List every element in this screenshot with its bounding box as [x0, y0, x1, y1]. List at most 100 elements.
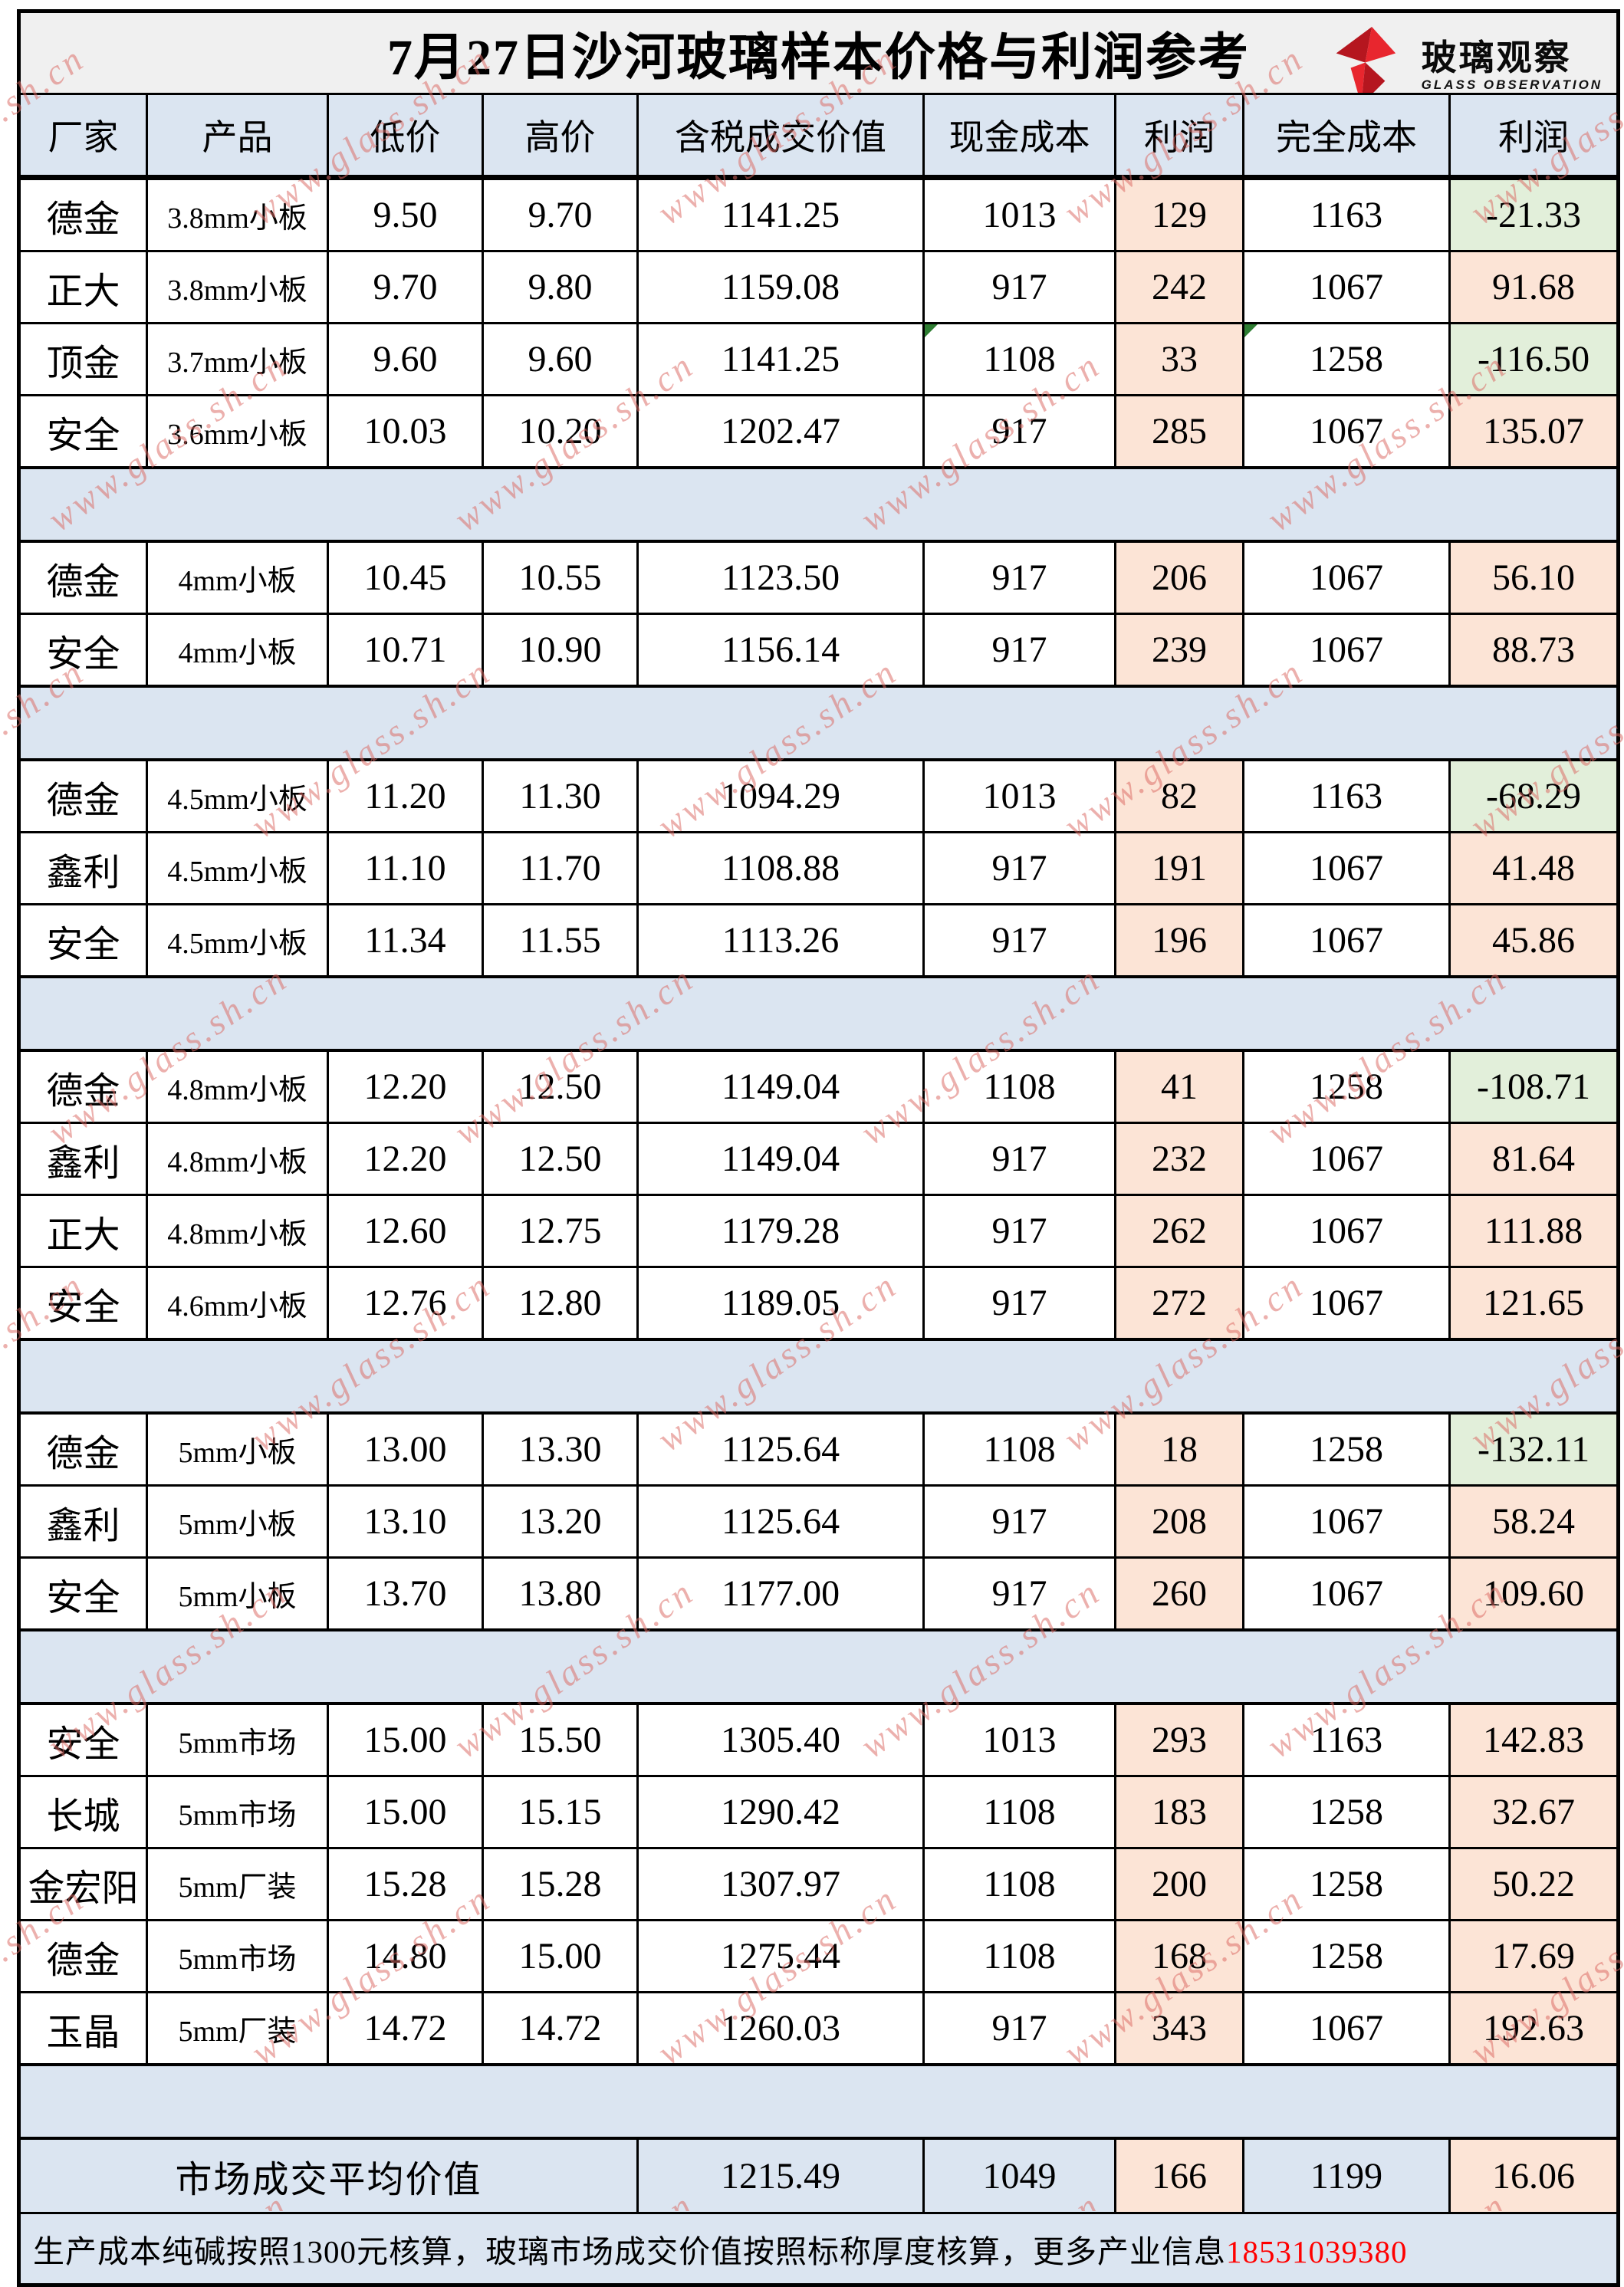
cell-profit: 343 [1114, 1991, 1244, 2066]
cell-factory: 金宏阳 [18, 1847, 148, 1921]
cell-product: 4mm小板 [146, 613, 329, 688]
cell-full-cost: 1258 [1242, 1919, 1451, 1993]
cell-high: 10.55 [482, 540, 639, 615]
cell-low: 13.70 [327, 1556, 484, 1631]
table-row: 安全 5mm市场 15.00 15.50 1305.40 1013 293 1163 142.8… [18, 1702, 1620, 1777]
cell-high: 12.50 [482, 1049, 639, 1124]
header-row: 厂家 产品 低价 高价 含税成交价值 现金成本 利润 完全成本 利润 [18, 93, 1620, 180]
cell-cash-cost: 917 [922, 250, 1116, 324]
cell-cash-cost: 917 [922, 1484, 1116, 1559]
table-row: 鑫利 4.8mm小板 12.20 12.50 1149.04 917 232 1067 81.6… [18, 1122, 1620, 1196]
cell-value: 1123.50 [636, 540, 925, 615]
cell-profit: 239 [1114, 613, 1244, 688]
cell-high: 13.20 [482, 1484, 639, 1559]
cell-high: 15.28 [482, 1847, 639, 1921]
footer-phone-number: 18531039380 [1226, 2234, 1408, 2269]
cell-profit2: 41.48 [1448, 831, 1620, 905]
title-row: 7月27日沙河玻璃样本价格与利润参考 玻璃观察 GLASS OBSERVATIO… [17, 10, 1620, 95]
cell-product: 4.8mm小板 [146, 1049, 329, 1124]
cell-value: 1141.25 [636, 322, 925, 396]
logo-bird-icon [1336, 27, 1396, 92]
cell-profit2: 142.83 [1448, 1702, 1620, 1777]
cell-value: 1125.64 [636, 1411, 925, 1487]
cell-low: 15.28 [327, 1847, 484, 1921]
cell-factory: 正大 [18, 250, 148, 324]
title-cell: 7月27日沙河玻璃样本价格与利润参考 玻璃观察 GLASS OBSERVATIO… [17, 10, 1620, 95]
price-sheet: 7月27日沙河玻璃样本价格与利润参考 玻璃观察 GLASS OBSERVATIO… [17, 9, 1621, 2287]
cell-high: 15.50 [482, 1702, 639, 1777]
cell-profit: 206 [1114, 540, 1244, 615]
cell-value: 1108.88 [636, 831, 925, 905]
cell-full-cost: 1163 [1242, 758, 1451, 833]
col-header-product: 产品 [146, 93, 329, 180]
cell-low: 9.60 [327, 322, 484, 396]
cell-low: 15.00 [327, 1702, 484, 1777]
cell-factory: 玉晶 [18, 1991, 148, 2066]
table-row: 德金 3.8mm小板 9.50 9.70 1141.25 1013 129 1163 -21.3… [18, 176, 1620, 252]
cell-full-cost: 1067 [1242, 1991, 1451, 2066]
table-row: 正大 3.8mm小板 9.70 9.80 1159.08 917 242 1067 91.68 [18, 250, 1620, 324]
cell-factory: 安全 [18, 613, 148, 688]
cell-low: 12.20 [327, 1122, 484, 1196]
cell-profit2: 56.10 [1448, 540, 1620, 615]
cell-high: 12.75 [482, 1194, 639, 1268]
cell-profit: 196 [1114, 903, 1244, 978]
col-header-cash-cost: 现金成本 [922, 93, 1116, 180]
cell-high: 11.70 [482, 831, 639, 905]
summary-cash-cost: 1049 [922, 2137, 1116, 2214]
cell-value: 1149.04 [636, 1122, 925, 1196]
cell-full-cost: 1067 [1242, 394, 1451, 469]
cell-profit2: -68.29 [1448, 758, 1620, 833]
cell-product: 4.5mm小板 [146, 831, 329, 905]
table-row: 安全 5mm小板 13.70 13.80 1177.00 917 260 1067 109.60 [18, 1556, 1620, 1631]
cell-high: 15.15 [482, 1775, 639, 1849]
cell-product: 3.8mm小板 [146, 176, 329, 252]
cell-cash-cost: 917 [922, 1266, 1116, 1341]
table-row: 德金 5mm小板 13.00 13.30 1125.64 1108 18 1258 -132.1… [18, 1411, 1620, 1487]
table-row: 安全 3.6mm小板 10.03 10.20 1202.47 917 285 1067 135.… [18, 394, 1620, 469]
cell-product: 5mm小板 [146, 1556, 329, 1631]
cell-value: 1125.64 [636, 1484, 925, 1559]
cell-full-cost: 1067 [1242, 1556, 1451, 1631]
cell-profit: 242 [1114, 250, 1244, 324]
cell-high: 9.70 [482, 176, 639, 252]
cell-low: 9.50 [327, 176, 484, 252]
cell-profit2: 91.68 [1448, 250, 1620, 324]
cell-profit2: 45.86 [1448, 903, 1620, 978]
cell-low: 12.60 [327, 1194, 484, 1268]
cell-full-cost: 1067 [1242, 1122, 1451, 1196]
cell-value: 1141.25 [636, 176, 925, 252]
cell-factory: 鑫利 [18, 831, 148, 905]
table-row: 正大 4.8mm小板 12.60 12.75 1179.28 917 262 1067 111.… [18, 1194, 1620, 1268]
cell-profit: 272 [1114, 1266, 1244, 1341]
cell-low: 15.00 [327, 1775, 484, 1849]
cell-profit2: 135.07 [1448, 394, 1620, 469]
cell-cash-cost: 917 [922, 540, 1116, 615]
cell-factory: 长城 [18, 1775, 148, 1849]
summary-label: 市场成交平均价值 [18, 2137, 639, 2214]
cell-low: 12.76 [327, 1266, 484, 1341]
cell-product: 5mm小板 [146, 1484, 329, 1559]
cell-profit: 33 [1114, 322, 1244, 396]
cell-product: 5mm小板 [146, 1411, 329, 1487]
cell-factory: 德金 [18, 758, 148, 833]
cell-profit2: 192.63 [1448, 1991, 1620, 2066]
cell-cash-cost: 1108 [922, 1049, 1116, 1124]
cell-high: 10.90 [482, 613, 639, 688]
cell-high: 14.72 [482, 1991, 639, 2066]
cell-profit2: -132.11 [1448, 1411, 1620, 1487]
cell-profit2: 88.73 [1448, 613, 1620, 688]
section-separator [17, 466, 1620, 543]
cell-profit: 191 [1114, 831, 1244, 905]
col-header-factory: 厂家 [18, 93, 148, 180]
table-footer-body: 市场成交平均价值 1215.49 1049 166 1199 16.06 生产成… [17, 2137, 1620, 2286]
cell-cash-cost: 1013 [922, 758, 1116, 833]
cell-factory: 安全 [18, 394, 148, 469]
cell-full-cost: 1067 [1242, 903, 1451, 978]
cell-product: 3.7mm小板 [146, 322, 329, 396]
footer-row: 生产成本纯碱按照1300元核算，玻璃市场成交价值按照标称厚度核算，更多产业信息1… [17, 2212, 1620, 2286]
cell-high: 13.80 [482, 1556, 639, 1631]
cell-product: 3.6mm小板 [146, 394, 329, 469]
table-row: 鑫利 5mm小板 13.10 13.20 1125.64 917 208 1067 58.24 [18, 1484, 1620, 1559]
cell-factory: 安全 [18, 903, 148, 978]
